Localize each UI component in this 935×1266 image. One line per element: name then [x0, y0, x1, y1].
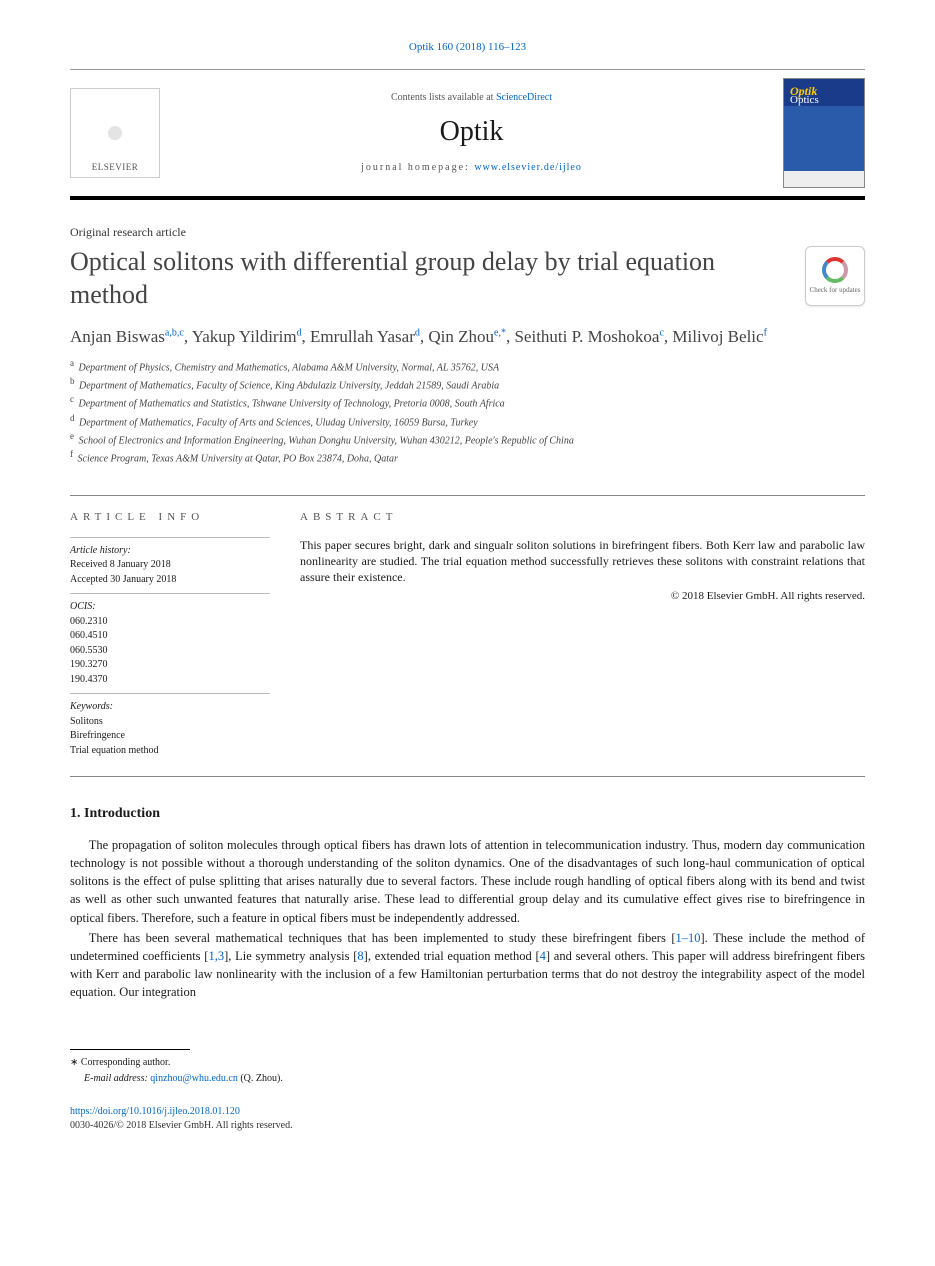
- journal-header: ELSEVIER Contents lists available at Sci…: [70, 69, 865, 200]
- contents-prefix: Contents lists available at: [391, 92, 496, 103]
- abstract-heading: ABSTRACT: [300, 510, 865, 525]
- contents-line: Contents lists available at ScienceDirec…: [172, 91, 771, 105]
- authors-list: Anjan Biswasa,b,c, Yakup Yildirimd, Emru…: [70, 325, 865, 349]
- doi-link[interactable]: https://doi.org/10.1016/j.ijleo.2018.01.…: [70, 1106, 240, 1117]
- author: Yakup Yildirimd: [192, 327, 302, 346]
- abstract-copyright: © 2018 Elsevier GmbH. All rights reserve…: [300, 589, 865, 604]
- affiliation: b Department of Mathematics, Faculty of …: [70, 375, 865, 393]
- history-label: Article history:: [70, 544, 270, 559]
- article-history-block: Article history: Received 8 January 2018…: [70, 537, 270, 588]
- star-icon: ∗: [70, 1057, 78, 1068]
- doi-line: https://doi.org/10.1016/j.ijleo.2018.01.…: [70, 1105, 865, 1119]
- keyword: Birefringence: [70, 729, 270, 744]
- received-date: Received 8 January 2018: [70, 558, 270, 573]
- check-updates-badge[interactable]: Check for updates: [805, 246, 865, 306]
- author: Qin Zhoue,*: [428, 327, 506, 346]
- header-center: Contents lists available at ScienceDirec…: [172, 91, 771, 174]
- corresponding-email-link[interactable]: qinzhou@whu.edu.cn: [150, 1073, 238, 1084]
- homepage-prefix: journal homepage:: [361, 162, 474, 173]
- email-suffix: (Q. Zhou).: [240, 1073, 283, 1084]
- keywords-label: Keywords:: [70, 700, 270, 715]
- keyword: Trial equation method: [70, 744, 270, 759]
- article-info-heading: ARTICLE INFO: [70, 510, 270, 525]
- author: Anjan Biswasa,b,c: [70, 327, 184, 346]
- journal-title: Optik: [172, 113, 771, 151]
- article-info-column: ARTICLE INFO Article history: Received 8…: [70, 510, 270, 758]
- issn-copyright-line: 0030-4026/© 2018 Elsevier GmbH. All righ…: [70, 1119, 865, 1133]
- ref-link[interactable]: 1–10: [676, 931, 701, 945]
- corr-label: Corresponding author.: [81, 1057, 170, 1068]
- ocis-code: 060.5530: [70, 644, 270, 659]
- affiliations-list: a Department of Physics, Chemistry and M…: [70, 357, 865, 467]
- article-title: Optical solitons with differential group…: [70, 246, 785, 311]
- ref-link[interactable]: 1,3: [208, 949, 224, 963]
- section-1-heading: 1. Introduction: [70, 805, 865, 824]
- homepage-link[interactable]: www.elsevier.de/ijleo: [474, 162, 582, 173]
- keyword: Solitons: [70, 715, 270, 730]
- affiliation: d Department of Mathematics, Faculty of …: [70, 412, 865, 430]
- affiliation: c Department of Mathematics and Statisti…: [70, 393, 865, 411]
- article-type: Original research article: [70, 224, 865, 240]
- email-line: E-mail address: qinzhou@whu.edu.cn (Q. Z…: [84, 1072, 865, 1086]
- abstract-text: This paper secures bright, dark and sing…: [300, 537, 865, 586]
- updates-badge-label: Check for updates: [810, 286, 861, 295]
- keywords-block: Keywords: Solitons Birefringence Trial e…: [70, 693, 270, 758]
- elsevier-tree-icon: [90, 108, 140, 158]
- ocis-code: 190.3270: [70, 658, 270, 673]
- homepage-line: journal homepage: www.elsevier.de/ijleo: [172, 161, 771, 175]
- author: Milivoj Belicf: [672, 327, 766, 346]
- corresponding-author-note: ∗ Corresponding author.: [70, 1056, 865, 1070]
- intro-paragraph-1: The propagation of soliton molecules thr…: [70, 836, 865, 927]
- affiliation: f Science Program, Texas A&M University …: [70, 448, 865, 466]
- journal-reference: Optik 160 (2018) 116–123: [70, 40, 865, 55]
- ocis-code: 060.4510: [70, 629, 270, 644]
- author: Emrullah Yasard: [310, 327, 420, 346]
- author: Seithuti P. Moshokoac: [514, 327, 663, 346]
- abstract-column: ABSTRACT This paper secures bright, dark…: [300, 510, 865, 758]
- footnote-rule: [70, 1049, 190, 1050]
- affiliation: e School of Electronics and Information …: [70, 430, 865, 448]
- ocis-label: OCIS:: [70, 600, 270, 615]
- affiliation: a Department of Physics, Chemistry and M…: [70, 357, 865, 375]
- journal-cover-thumbnail: [783, 78, 865, 188]
- ocis-block: OCIS: 060.2310 060.4510 060.5530 190.327…: [70, 593, 270, 687]
- email-label: E-mail address:: [84, 1073, 148, 1084]
- accepted-date: Accepted 30 January 2018: [70, 573, 270, 588]
- ocis-code: 060.2310: [70, 615, 270, 630]
- intro-paragraph-2: There has been several mathematical tech…: [70, 929, 865, 1002]
- ocis-code: 190.4370: [70, 673, 270, 688]
- sciencedirect-link[interactable]: ScienceDirect: [496, 92, 552, 103]
- elsevier-label: ELSEVIER: [92, 161, 139, 173]
- crossmark-icon: [822, 257, 848, 283]
- elsevier-logo: ELSEVIER: [70, 88, 160, 178]
